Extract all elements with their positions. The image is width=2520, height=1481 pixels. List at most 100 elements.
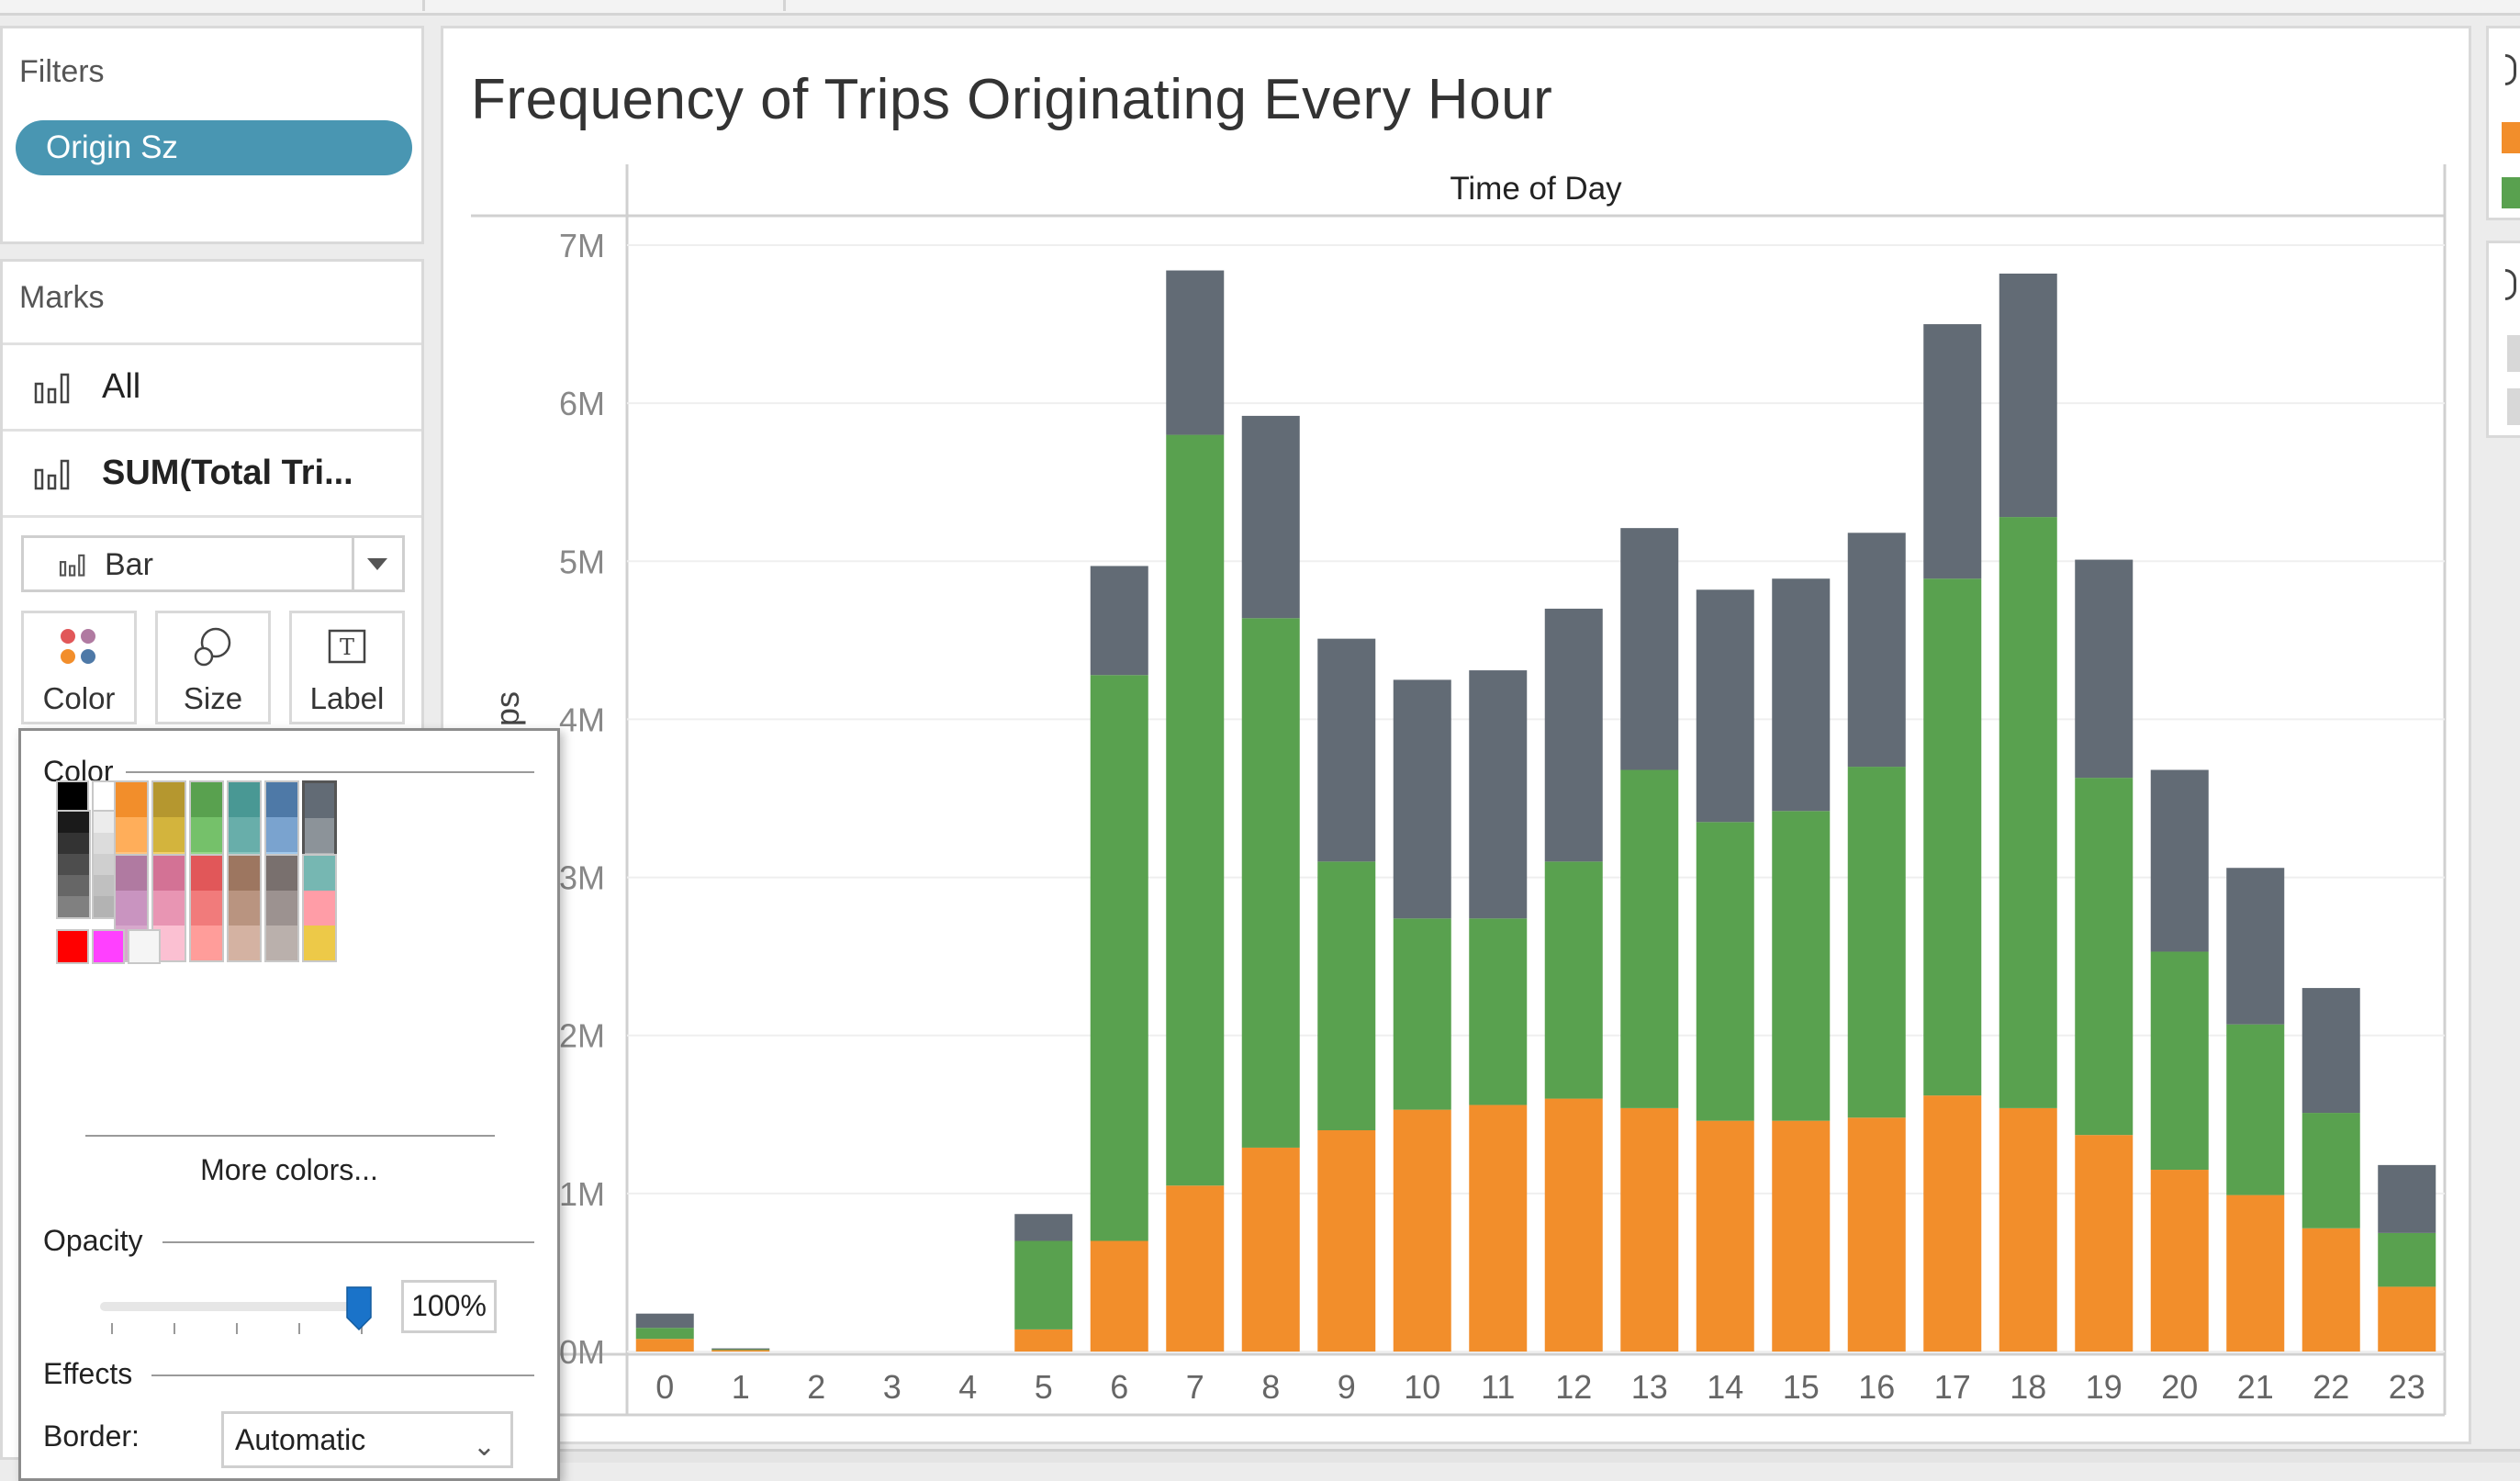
color-swatch[interactable] [58, 833, 89, 854]
bar-segment [2075, 559, 2134, 779]
bar-segment [1393, 918, 1451, 1110]
color-swatch[interactable] [305, 783, 334, 818]
color-swatch[interactable] [229, 856, 260, 891]
color-swatch-near-white[interactable] [128, 929, 161, 964]
size-button[interactable]: Size [155, 611, 271, 724]
palette-column[interactable] [264, 854, 299, 962]
label-button[interactable]: T Label [289, 611, 405, 724]
marks-row-sum-total-trips[interactable]: SUM(Total Tri... [3, 429, 421, 516]
toolbar-divider [783, 0, 786, 11]
gray-ramp-dark[interactable] [56, 810, 91, 919]
mark-type-dropdown[interactable]: Bar [21, 535, 405, 592]
palette-column[interactable] [302, 854, 337, 962]
color-legend-card [2486, 26, 2520, 220]
legend-swatch[interactable] [2502, 177, 2520, 208]
color-swatch[interactable] [153, 856, 185, 891]
chevron-down-icon: ⌄ [472, 1431, 496, 1462]
color-swatch[interactable] [229, 782, 260, 817]
color-swatch[interactable] [266, 891, 297, 926]
color-swatch[interactable] [266, 926, 297, 960]
color-swatch[interactable] [153, 891, 185, 926]
color-swatch[interactable] [229, 891, 260, 926]
color-swatch[interactable] [191, 856, 222, 891]
svg-text:T: T [340, 634, 354, 660]
color-swatch[interactable] [229, 926, 260, 960]
x-tick-label: 15 [1783, 1368, 1820, 1406]
color-swatch[interactable] [153, 782, 185, 817]
bar-segment [1469, 918, 1528, 1105]
bar-segment [2302, 988, 2360, 1114]
color-swatch[interactable] [304, 926, 335, 960]
bar-segment [2378, 1164, 2436, 1233]
color-swatch[interactable] [305, 818, 334, 853]
color-swatch[interactable] [266, 782, 297, 817]
filter-checkbox[interactable] [2507, 388, 2520, 425]
legend-title-glyph [2505, 269, 2516, 300]
x-tick-label: 9 [1338, 1368, 1356, 1406]
color-swatch[interactable] [191, 891, 222, 926]
color-swatch[interactable] [58, 875, 89, 896]
opacity-section-title: Opacity [43, 1224, 143, 1257]
color-swatch[interactable] [116, 782, 147, 817]
slider-tick [111, 1323, 113, 1334]
color-swatch[interactable] [304, 891, 335, 926]
x-tick-label: 23 [2389, 1368, 2425, 1406]
color-swatch[interactable] [266, 817, 297, 852]
bar-segment [2226, 868, 2285, 1025]
color-swatch[interactable] [58, 896, 89, 917]
palette-column[interactable] [189, 854, 224, 962]
palette-column[interactable] [227, 854, 262, 962]
column-header-time-of-day: Time of Day [1450, 171, 1622, 207]
filter-pill-origin-sz[interactable]: Origin Sz [16, 120, 412, 175]
color-swatch-red[interactable] [56, 929, 89, 964]
bar-segment [2226, 1195, 2285, 1352]
bar-segment [711, 1348, 770, 1350]
bar-segment [2150, 769, 2209, 952]
bar-segment [1090, 1240, 1148, 1352]
color-swatch[interactable] [304, 856, 335, 891]
color-swatch[interactable] [116, 891, 147, 926]
color-swatch[interactable] [229, 817, 260, 852]
opacity-slider-track[interactable] [100, 1302, 357, 1311]
chart-title: Frequency of Trips Originating Every Hou… [471, 68, 1553, 131]
color-swatch[interactable] [58, 812, 89, 833]
opacity-slider-thumb[interactable] [346, 1286, 372, 1335]
color-swatch[interactable] [58, 854, 89, 875]
marks-divider [3, 515, 421, 520]
filters-card: Filters Origin Sz [0, 26, 424, 244]
bar-segment [1620, 1107, 1679, 1352]
color-swatch-magenta[interactable] [92, 929, 125, 964]
color-button[interactable]: Color [21, 611, 137, 724]
color-swatch[interactable] [116, 817, 147, 852]
legend-swatch[interactable] [2502, 122, 2520, 153]
chevron-down-icon[interactable] [367, 558, 387, 570]
bar-segment [1469, 1105, 1528, 1352]
x-tick-label: 16 [1858, 1368, 1895, 1406]
filter-checkbox[interactable] [2507, 335, 2520, 372]
color-button-label: Color [42, 681, 116, 715]
opacity-input[interactable]: 100% [401, 1280, 497, 1333]
bar-segment [1166, 1185, 1225, 1352]
color-swatch[interactable] [266, 856, 297, 891]
color-swatch[interactable] [116, 856, 147, 891]
y-axis-label-fragment: ps [488, 691, 526, 726]
x-tick-label: 12 [1555, 1368, 1592, 1406]
color-swatch[interactable] [191, 782, 222, 817]
bar-segment [1393, 679, 1451, 919]
y-tick-label: 1M [559, 1175, 605, 1213]
x-tick-label: 19 [2086, 1368, 2122, 1406]
section-divider [151, 1374, 534, 1376]
more-colors-link[interactable]: More colors... [200, 1153, 378, 1186]
color-swatch[interactable] [153, 817, 185, 852]
marks-row-all[interactable]: All [3, 342, 421, 430]
chart-worksheet: Frequency of Trips Originating Every Hou… [441, 26, 2471, 1444]
bar-segment [1241, 618, 1300, 1148]
bar-segment [1166, 434, 1225, 1186]
text-label-icon: T [292, 626, 402, 673]
color-swatch[interactable] [191, 926, 222, 960]
bar-segment [1544, 608, 1603, 862]
bar-segment [1166, 270, 1225, 435]
bar-segment [1999, 273, 2057, 518]
size-circles-icon [158, 626, 268, 673]
color-swatch[interactable] [191, 817, 222, 852]
